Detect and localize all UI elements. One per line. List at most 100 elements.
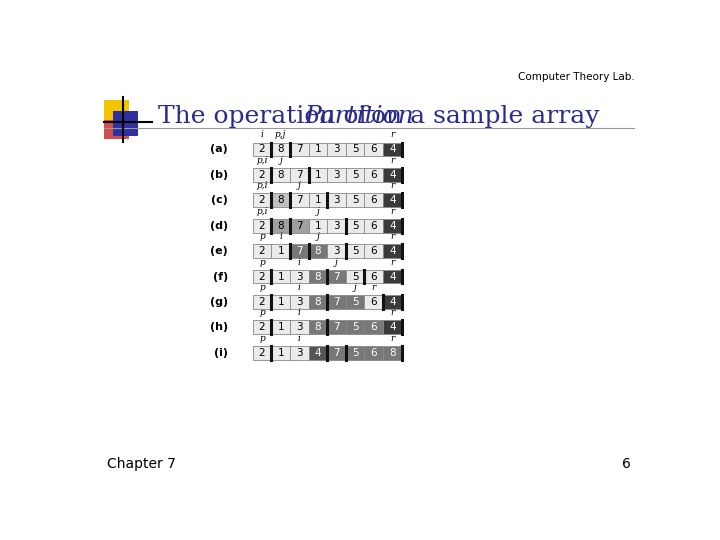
Bar <box>271 269 290 284</box>
Bar <box>383 269 402 284</box>
Text: r: r <box>390 232 395 241</box>
Bar <box>253 193 271 207</box>
Text: p: p <box>259 283 265 292</box>
Text: 6: 6 <box>370 145 377 154</box>
Text: j: j <box>279 156 282 165</box>
Text: 2: 2 <box>258 170 266 180</box>
Text: 8: 8 <box>315 246 321 256</box>
Text: 2: 2 <box>258 322 266 332</box>
Text: 1: 1 <box>277 348 284 358</box>
Text: 7: 7 <box>296 221 302 231</box>
Text: 1: 1 <box>277 272 284 281</box>
Bar <box>364 320 383 334</box>
Text: r: r <box>390 131 395 139</box>
Text: 1: 1 <box>277 322 284 332</box>
Text: 7: 7 <box>333 348 340 358</box>
Bar <box>327 295 346 309</box>
Text: r: r <box>390 156 395 165</box>
Bar <box>346 168 364 182</box>
Bar <box>271 244 290 258</box>
Text: 8: 8 <box>277 170 284 180</box>
Text: 6: 6 <box>370 170 377 180</box>
Text: 3: 3 <box>296 322 302 332</box>
Text: 7: 7 <box>333 297 340 307</box>
Text: 6: 6 <box>370 195 377 205</box>
Bar <box>290 346 309 360</box>
Text: i: i <box>298 334 301 343</box>
Text: 6: 6 <box>370 297 377 307</box>
Text: 2: 2 <box>258 246 266 256</box>
Text: 4: 4 <box>389 221 395 231</box>
Bar <box>253 269 271 284</box>
Bar <box>290 244 309 258</box>
Bar <box>271 219 290 233</box>
Text: 3: 3 <box>333 221 340 231</box>
Text: 2: 2 <box>258 297 266 307</box>
Bar <box>271 295 290 309</box>
Bar <box>346 244 364 258</box>
Text: 6: 6 <box>370 221 377 231</box>
Text: 3: 3 <box>333 170 340 180</box>
Bar <box>271 168 290 182</box>
Bar <box>383 193 402 207</box>
Text: p,i: p,i <box>256 156 268 165</box>
Text: 7: 7 <box>333 322 340 332</box>
Bar <box>327 320 346 334</box>
Bar <box>290 193 309 207</box>
Bar <box>383 143 402 157</box>
Text: j: j <box>317 207 319 215</box>
Text: 3: 3 <box>333 145 340 154</box>
Bar <box>327 193 346 207</box>
Text: (f): (f) <box>212 272 228 281</box>
Text: j: j <box>317 232 319 241</box>
Text: 1: 1 <box>315 170 321 180</box>
Bar <box>309 219 327 233</box>
Text: Computer Theory Lab.: Computer Theory Lab. <box>518 72 635 83</box>
Bar <box>383 219 402 233</box>
Text: 5: 5 <box>352 297 359 307</box>
Text: (h): (h) <box>210 322 228 332</box>
Text: 3: 3 <box>296 297 302 307</box>
Text: i: i <box>298 283 301 292</box>
Text: (b): (b) <box>210 170 228 180</box>
Text: 3: 3 <box>296 348 302 358</box>
Bar <box>364 269 383 284</box>
Text: j: j <box>298 181 301 190</box>
Bar <box>253 320 271 334</box>
Bar <box>383 244 402 258</box>
Bar <box>253 143 271 157</box>
Bar <box>104 120 129 139</box>
Text: r: r <box>372 283 376 292</box>
Bar <box>271 346 290 360</box>
Text: 3: 3 <box>333 246 340 256</box>
Text: 4: 4 <box>389 272 395 281</box>
Text: (i): (i) <box>214 348 228 358</box>
Bar <box>327 143 346 157</box>
Text: 3: 3 <box>296 272 302 281</box>
Text: 5: 5 <box>352 348 359 358</box>
Text: r: r <box>390 207 395 215</box>
Text: 5: 5 <box>352 170 359 180</box>
Bar <box>364 219 383 233</box>
Text: (a): (a) <box>210 145 228 154</box>
Text: 4: 4 <box>389 322 395 332</box>
Bar <box>383 346 402 360</box>
Bar <box>309 193 327 207</box>
Text: 7: 7 <box>296 145 302 154</box>
Text: p: p <box>259 308 265 318</box>
Text: 4: 4 <box>389 297 395 307</box>
Text: p: p <box>259 232 265 241</box>
Text: 4: 4 <box>315 348 321 358</box>
Bar <box>104 100 129 125</box>
Text: Chapter 7: Chapter 7 <box>107 457 176 471</box>
Bar <box>271 143 290 157</box>
Text: r: r <box>390 308 395 318</box>
Text: 1: 1 <box>315 195 321 205</box>
Bar <box>271 193 290 207</box>
Bar <box>327 244 346 258</box>
Bar <box>346 295 364 309</box>
Text: i: i <box>298 308 301 318</box>
Bar <box>290 143 309 157</box>
Bar <box>364 193 383 207</box>
Bar <box>253 168 271 182</box>
